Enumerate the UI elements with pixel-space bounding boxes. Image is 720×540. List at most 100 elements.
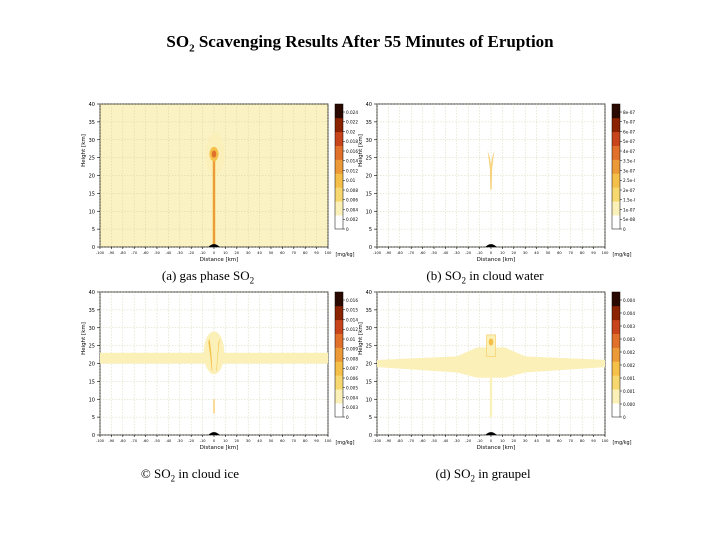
x-tick-label: -60 (143, 439, 150, 443)
caption-b: (b) SO2 in cloud water (426, 268, 544, 286)
x-tick-label: -60 (420, 251, 427, 255)
title-text-rest: Scavenging Results After 55 Minutes of E… (194, 32, 554, 51)
y-tick-label: 40 (89, 290, 95, 296)
y-tick-label: 10 (366, 209, 372, 215)
colorbar-tick-label: 7e-07 (623, 120, 635, 125)
y-tick-label: 5 (369, 415, 372, 421)
colorbar-tick-label: 0.005 (346, 386, 358, 391)
colorbar-tick-label: 0.022 (346, 120, 358, 125)
y-tick-label: 0 (369, 245, 372, 251)
y-tick-label: 20 (89, 362, 95, 368)
y-axis-label: Height [km] (81, 134, 87, 167)
colorbar-tick-label: 0.014 (346, 317, 358, 322)
colorbar-tick-label: 0.002 (346, 217, 358, 222)
caption-a: (a) gas phase SO2 (161, 268, 255, 286)
colorbar-segment (335, 292, 343, 307)
terrain-volcano (208, 244, 220, 247)
x-tick-label: 70 (569, 251, 574, 255)
colorbar-tick-label: 0.015 (346, 308, 358, 313)
x-tick-label: 20 (235, 251, 240, 255)
y-tick-label: 5 (92, 227, 95, 233)
colorbar-segment (335, 319, 343, 334)
y-tick-label: 35 (89, 308, 95, 314)
page-title: SO2 Scavenging Results After 55 Minutes … (0, 32, 720, 54)
colorbar-tick-label: 0.0045 (623, 298, 635, 303)
x-tick-label: 50 (269, 251, 274, 255)
x-tick-label: 40 (257, 439, 262, 443)
field-ice-bulge (203, 331, 225, 375)
x-tick-label: -80 (397, 439, 404, 443)
colorbar-segment (335, 173, 343, 188)
x-tick-label: -70 (408, 439, 415, 443)
colorbar-tick-label: 0.008 (346, 188, 358, 193)
colorbar-frame (334, 291, 344, 418)
x-tick-label: 10 (500, 251, 505, 255)
y-tick-label: 40 (89, 102, 95, 108)
y-tick-label: 20 (366, 174, 372, 180)
colorbar-frame (334, 103, 344, 230)
colorbar-segment (612, 403, 620, 418)
x-axis-label: Distance [km] (477, 445, 516, 450)
colorbar-tick-label: 0.0025 (623, 350, 635, 355)
colorbar-tick-label: 0.004 (623, 311, 635, 316)
x-tick-label: -30 (177, 439, 184, 443)
x-tick-label: 0 (213, 439, 216, 443)
x-tick-label: 20 (235, 439, 240, 443)
colorbar-tick-label: 5e-07 (623, 139, 635, 144)
colorbar-tick-label: 0.016 (346, 149, 358, 154)
x-tick-label: 100 (325, 251, 333, 255)
colorbar-tick-label: 0 (346, 227, 349, 232)
title-subscript: 2 (189, 42, 195, 55)
colorbar-tick-label: 0.012 (346, 327, 358, 332)
x-tick-label: 100 (602, 251, 610, 255)
colorbar-segment (612, 292, 620, 307)
colorbar-tick-label: 0.012 (346, 168, 358, 173)
y-tick-label: 5 (92, 415, 95, 421)
x-tick-label: -70 (131, 439, 138, 443)
terrain-volcano (485, 244, 497, 247)
x-tick-label: 90 (591, 251, 596, 255)
field-graupel-core (488, 338, 494, 346)
field-layer (377, 334, 605, 418)
colorbar-segment (335, 104, 343, 119)
x-tick-label: -70 (131, 251, 138, 255)
colorbar-tick-label: 0.006 (346, 376, 358, 381)
x-tick-label: 10 (500, 439, 505, 443)
colorbar-tick-label: 0 (623, 227, 626, 232)
x-axis-label: Distance [km] (200, 445, 239, 450)
x-tick-label: -80 (397, 251, 404, 255)
y-axis-label: Height [km] (358, 322, 364, 355)
x-tick-label: 0 (213, 251, 216, 255)
colorbar-segment (612, 117, 620, 133)
y-tick-label: 5 (369, 227, 372, 233)
colorbar-segment (612, 361, 620, 376)
x-tick-label: 60 (557, 251, 562, 255)
x-tick-label: -100 (96, 251, 105, 255)
colorbar-segment (612, 173, 620, 188)
colorbar-tick-label: 2e-07 (623, 188, 635, 193)
x-tick-label: 80 (580, 251, 585, 255)
colorbar-tick-label: 2.5e-07 (623, 178, 635, 183)
colorbar-tick-label: 0.003 (623, 337, 635, 342)
x-tick-label: 80 (303, 251, 308, 255)
y-tick-label: 10 (89, 397, 95, 403)
field-graupel-band (377, 347, 605, 378)
colorbar-segment (612, 319, 620, 334)
colorbar-tick-label: 0.024 (346, 110, 358, 115)
colorbar-tick-label: 4e-07 (623, 149, 635, 154)
colorbar-tick-label: 3.5e-07 (623, 159, 635, 164)
colorbar-segment (335, 117, 343, 133)
x-tick-label: 90 (591, 439, 596, 443)
x-tick-label: -60 (143, 251, 150, 255)
colorbar-tick-label: 0.02 (346, 129, 356, 134)
x-tick-label: -70 (408, 251, 415, 255)
colorbar-segment (335, 389, 343, 404)
colorbar-tick-label: 0.0005 (623, 402, 635, 407)
y-tick-label: 0 (92, 433, 95, 439)
colorbar-tick-label: 0.01 (346, 337, 356, 342)
x-tick-label: -90 (108, 251, 115, 255)
colorbar-tick-label: 0.016 (346, 298, 358, 303)
x-tick-label: 50 (269, 439, 274, 443)
